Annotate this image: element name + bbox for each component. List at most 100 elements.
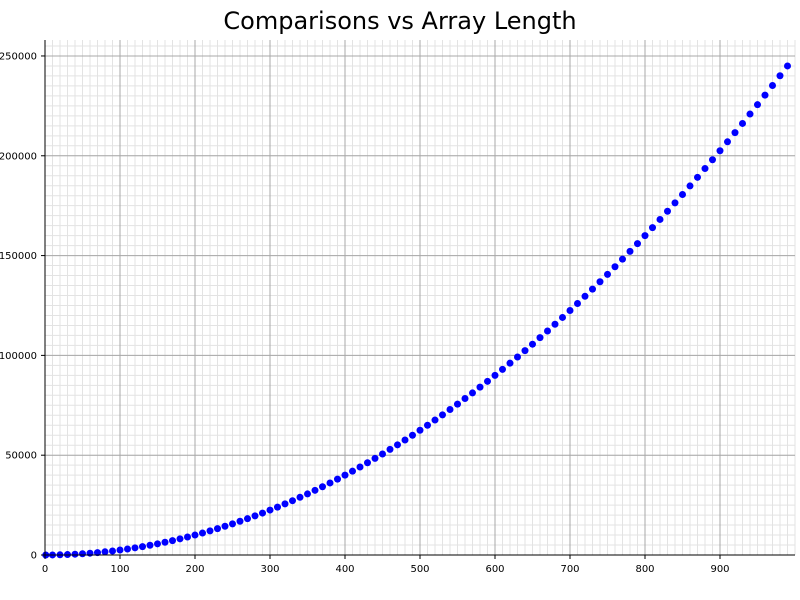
data-point [454, 400, 461, 408]
x-tick-label: 200 [185, 564, 204, 575]
data-point [176, 535, 184, 543]
data-point [619, 255, 626, 263]
y-tick-label: 0 [31, 551, 37, 562]
data-point [544, 327, 551, 335]
data-point [634, 240, 641, 248]
data-point [169, 537, 176, 545]
data-point [281, 500, 289, 508]
data-point [379, 450, 386, 458]
data-point [386, 445, 394, 453]
data-point [139, 543, 146, 551]
data-point [266, 506, 274, 514]
data-point [469, 389, 476, 397]
data-point [439, 411, 446, 419]
data-point [514, 353, 521, 361]
x-tick-label: 400 [335, 564, 354, 575]
x-tick-label: 500 [410, 564, 429, 575]
data-point [326, 479, 334, 487]
data-point [244, 515, 251, 523]
data-point [341, 471, 349, 479]
data-point [251, 512, 259, 520]
data-point [731, 129, 739, 137]
data-point [686, 182, 694, 190]
data-point [694, 173, 701, 181]
data-point [431, 416, 439, 424]
data-point [754, 101, 761, 109]
data-point [551, 320, 559, 328]
data-point [409, 431, 416, 439]
x-tick-label: 100 [110, 564, 129, 575]
data-point [349, 467, 356, 475]
data-point [191, 531, 199, 539]
data-point [131, 544, 139, 552]
data-point [184, 533, 191, 541]
data-point [214, 525, 221, 533]
x-tick-label: 900 [710, 564, 729, 575]
data-point [356, 463, 364, 471]
data-point [521, 347, 529, 355]
data-point [769, 82, 776, 90]
data-point [101, 548, 109, 556]
data-point [761, 91, 769, 99]
y-tick-label: 100000 [0, 351, 37, 362]
data-point [304, 490, 311, 498]
data-point [664, 207, 671, 215]
data-point [161, 538, 169, 546]
data-point [229, 520, 236, 528]
data-point [401, 436, 409, 444]
data-point [416, 426, 424, 434]
data-point [679, 191, 686, 198]
y-tick-label: 50000 [5, 451, 37, 462]
data-point [589, 285, 596, 293]
data-point [319, 483, 326, 491]
data-point [476, 383, 484, 391]
data-point [94, 549, 101, 557]
data-point [371, 454, 379, 462]
data-point [536, 334, 544, 342]
data-point [656, 215, 664, 223]
data-point [364, 459, 371, 467]
data-point [739, 119, 746, 127]
x-tick-label: 700 [560, 564, 579, 575]
data-point [746, 110, 754, 118]
y-ticks: 0 50000 100000 150000 200000 250000 [0, 51, 45, 562]
x-ticks: 0 100 200 300 400 500 600 700 800 900 [42, 555, 730, 575]
data-point [566, 306, 574, 314]
data-point [581, 292, 589, 300]
data-point [499, 365, 506, 373]
y-tick-label: 200000 [0, 151, 37, 162]
data-point [574, 299, 581, 307]
data-point [79, 550, 86, 558]
y-tick-label: 150000 [0, 251, 37, 262]
data-point [154, 540, 161, 548]
x-tick-label: 300 [260, 564, 279, 575]
data-point [424, 421, 431, 429]
data-point [701, 165, 709, 173]
data-point [109, 547, 116, 555]
data-point [461, 395, 469, 403]
data-point [334, 475, 341, 483]
x-tick-label: 600 [485, 564, 504, 575]
data-point [649, 224, 656, 232]
data-point [784, 62, 791, 70]
chart-title: Comparisons vs Array Length [223, 7, 576, 35]
data-point [221, 522, 229, 530]
data-point [146, 541, 154, 549]
data-point [626, 247, 634, 255]
data-point [199, 529, 206, 537]
data-points [42, 62, 791, 559]
data-point [71, 550, 79, 558]
data-point [716, 147, 724, 155]
data-point [206, 527, 214, 535]
data-point [596, 278, 604, 286]
data-point [394, 441, 401, 449]
data-point [86, 549, 94, 557]
data-point [559, 313, 566, 321]
data-point [274, 503, 281, 511]
data-point [611, 263, 619, 271]
data-point [116, 546, 124, 554]
data-point [484, 377, 491, 385]
data-point [236, 517, 244, 525]
x-tick-label: 800 [635, 564, 654, 575]
